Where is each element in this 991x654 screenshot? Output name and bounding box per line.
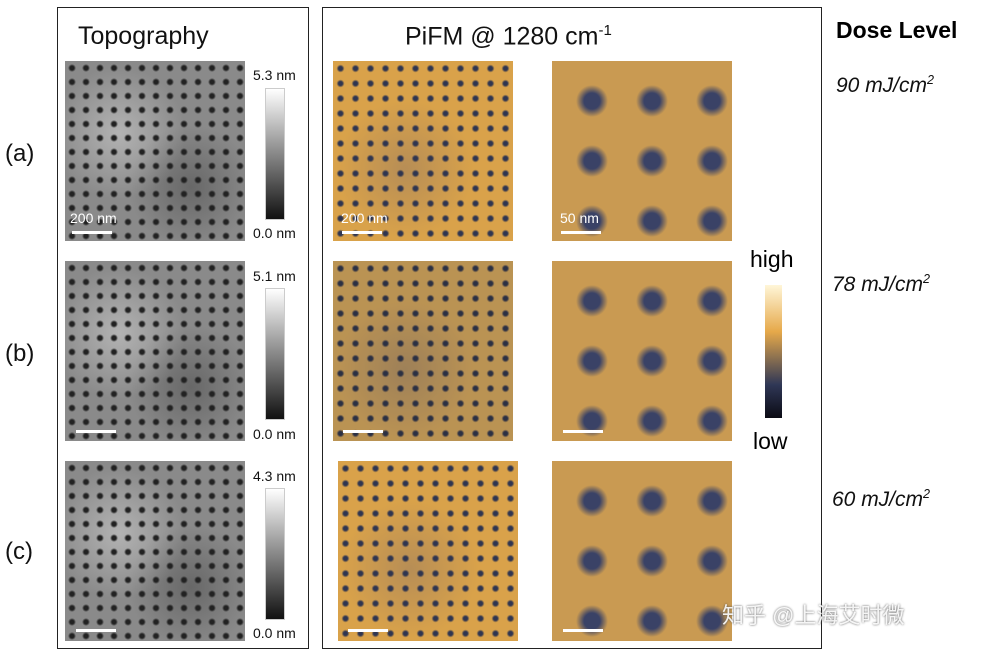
dose-sup: 2 [923,487,931,501]
pifm-image-a-wide [333,61,513,241]
pifm-image-c-zoom [552,461,732,641]
colorbar-min: 0.0 nm [253,625,296,641]
dose-text: 90 mJ/cm [836,74,928,97]
scale-bar [342,231,382,234]
colorbar-max: 4.3 nm [253,468,296,484]
topography-colorbar [265,288,285,420]
pifm-image-b-zoom [552,261,732,441]
pifm-colorbar-high: high [750,246,794,272]
colorbar-max: 5.1 nm [253,268,296,284]
colorbar-min: 0.0 nm [253,225,296,241]
scale-bar [563,629,603,632]
dose-sup: 2 [927,73,935,87]
dose-title: Dose Level [836,17,958,43]
topography-colorbar [265,88,285,220]
pifm-image-c-wide [338,461,518,641]
scale-bar [72,231,112,234]
topography-colorbar [265,488,285,620]
topography-image-a [65,61,245,241]
scale-label: 200 nm [70,210,117,226]
dose-c: 60 mJ/cm2 [832,487,930,512]
scale-bar [76,629,116,632]
pifm-panel [322,7,822,649]
topography-image-c [65,461,245,641]
topography-image-b [65,261,245,441]
row-label-a: (a) [5,140,35,167]
dose-text: 60 mJ/cm [832,488,924,511]
scale-bar [348,629,388,632]
scale-bar [561,231,601,234]
row-label-b: (b) [5,340,35,367]
scale-bar [343,430,383,433]
pifm-title-sup: -1 [598,22,612,39]
topography-title: Topography [78,22,209,50]
scale-label: 200 nm [341,210,388,226]
colorbar-min: 0.0 nm [253,426,296,442]
dose-b: 78 mJ/cm2 [832,272,930,297]
pifm-colorbar [765,285,782,418]
dose-a: 90 mJ/cm2 [836,73,934,98]
pifm-title-text: PiFM @ 1280 cm [405,22,599,51]
pifm-image-b-wide [333,261,513,441]
topography-panel [57,7,309,649]
pifm-colorbar-low: low [753,428,788,454]
pifm-image-a-zoom [552,61,732,241]
scale-label: 50 nm [560,210,599,226]
pifm-title: PiFM @ 1280 cm-1 [405,22,612,51]
dose-sup: 2 [923,272,931,286]
watermark: 知乎 @上海艾时微 [722,603,905,628]
scale-bar [563,430,603,433]
dose-text: 78 mJ/cm [832,273,924,296]
scale-bar [76,430,116,433]
colorbar-max: 5.3 nm [253,67,296,83]
row-label-c: (c) [5,538,33,565]
